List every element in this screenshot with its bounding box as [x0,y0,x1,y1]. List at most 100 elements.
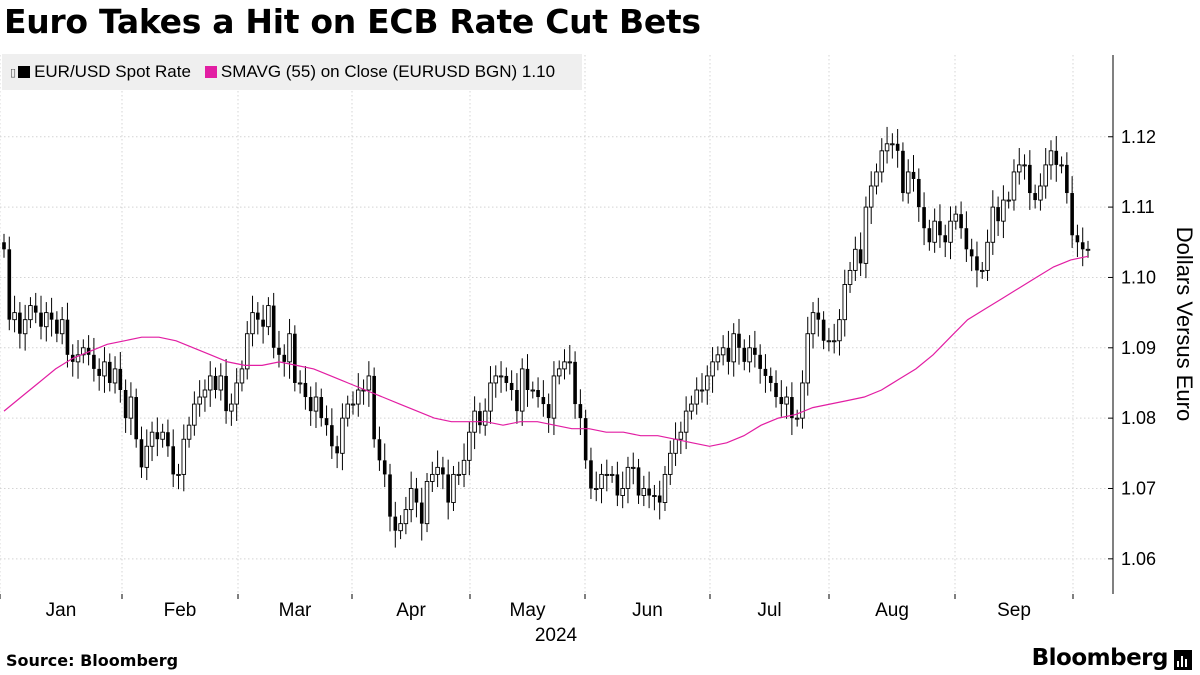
candle-body-up [202,389,208,398]
candle-body-up [266,305,271,328]
candle-body-up [985,241,990,271]
candle-body-up [207,375,213,391]
candle-body-down [636,467,641,496]
candle-body-down [1033,193,1037,201]
candle-body-down [573,361,577,405]
candle-body-down [938,221,942,236]
x-tick-label-jul: Jul [757,600,781,621]
candle-body-up [313,396,319,412]
candle-body-up [879,150,885,173]
candle-body-down [911,171,916,179]
candle-body-up [710,361,715,377]
candle-body-down [546,404,551,419]
candle-body-down [414,488,419,503]
candle-body-up [102,361,107,377]
candle-body-down [419,502,424,524]
candle-body-up [192,403,197,426]
candle-body-up [609,473,615,476]
candle-body-down [330,425,334,447]
candle-body-down [895,143,900,151]
chart-title: Euro Takes a Hit on ECB Rate Cut Bets [4,2,701,41]
y-tick-label-4: 1.10 [1121,267,1156,287]
candle-body-down [224,375,228,412]
candle-body-down [922,207,926,229]
candle-body-up [451,473,456,504]
candle-body-down [271,305,276,348]
candle-body-up [59,319,65,335]
x-tick-label-may: May [510,600,546,621]
candle-body-down [959,214,963,229]
candle-body-down [1065,164,1069,194]
candle-body-up [662,473,668,504]
sma-line [3,255,1089,447]
candle-body-down [858,249,863,264]
x-tick-label-jan: Jan [46,600,77,621]
candle-body-down [446,474,450,503]
candle-body-down [308,397,313,412]
x-tick-label-mar: Mar [279,600,312,621]
candle-body-up [673,438,678,454]
candle-body-up [599,473,604,489]
candle-body-up [461,459,467,475]
candle-body-up [1043,164,1048,187]
candle-body-up [186,424,192,440]
candle-body-down [335,446,339,454]
x-tick-label-feb: Feb [164,600,197,621]
source-note: Source: Bloomberg [6,651,179,670]
candle-body-up [905,171,911,194]
candle-body-up [890,143,895,146]
y-tick-label-1: 1.07 [1121,478,1156,498]
y-tick-labels: 1.06 1.07 1.08 1.09 1.10 1.11 1.12 [1108,127,1156,569]
candle-body-down [303,382,308,398]
candle-body-down [768,375,773,383]
candle-body-up [668,452,673,475]
candle-body-down [996,207,1000,222]
candle-body-up [239,368,245,384]
candle-body-down [816,312,821,320]
candle-body-up [424,480,430,525]
candle-body-up [1011,171,1017,201]
candle-body-up [28,305,33,321]
candle-body-down [943,235,948,243]
candle-body-up [366,375,372,391]
candle-body-up [356,389,361,405]
candle-body-up [435,466,440,475]
candle-body-up [234,382,239,405]
candle-body-up [1085,248,1091,251]
candle-body-down [123,390,128,419]
candle-body-down [139,439,144,468]
candle-body-down [393,516,398,531]
candle-body-down [515,390,519,412]
candle-body-up [932,220,937,243]
candle-body-up [953,213,959,222]
candle-body-up [1006,199,1011,202]
candle-body-up [44,312,49,328]
year-label: 2024 [535,625,578,646]
candle-body-up [244,333,250,370]
candle-body-down [256,312,260,320]
candle-body-up [81,347,86,356]
candle-body-down [2,242,6,250]
candle-body-up [340,417,345,454]
candle-body-up [705,375,710,391]
candle-body-up [408,488,414,511]
candle-body-up [345,403,350,419]
candle-body-up [699,389,705,392]
candle-body-up [720,347,726,356]
candle-body-down [1080,242,1085,250]
candle-body-down [92,354,96,369]
candle-body-down [790,397,794,419]
x-tick-label-sep: Sep [997,600,1031,621]
candle-body-up [683,410,689,433]
candle-body-up [1017,164,1022,173]
candle-body-up [176,473,181,476]
candle-body-up [1048,150,1054,166]
candle-body-down [758,354,762,369]
candle-body-down [509,382,514,390]
candle-body-up [456,473,462,476]
candle-body-up [837,319,842,342]
candle-body-up [652,495,657,497]
candle-body-up [562,361,567,370]
candle-body-up [1022,164,1027,167]
